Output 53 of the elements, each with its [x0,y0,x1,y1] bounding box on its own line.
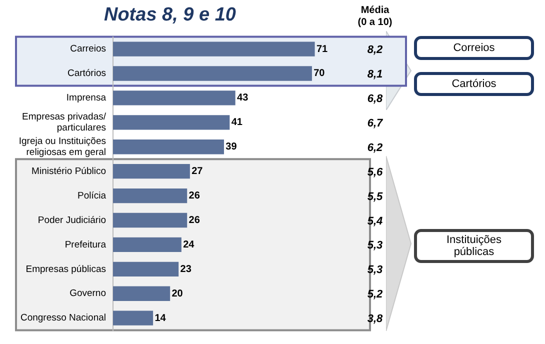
y-tick-label: Polícia [77,190,107,202]
data-label: 26 [188,190,200,202]
text: 6,7 [367,117,384,130]
y-tick-label: Imprensa [66,92,107,104]
data-label: 27 [192,166,204,178]
data-label: 39 [226,142,238,153]
data-label: 70 [314,68,326,80]
data-label: 41 [231,117,243,128]
text: 8,2 [367,44,383,56]
y-tick-label: Governo [70,288,106,300]
data-label: 71 [316,44,328,55]
bar [113,140,224,154]
data-label: 20 [172,288,184,300]
data-label: 43 [237,92,249,104]
y-tick-label: Poder Judiciário [38,214,106,226]
text: Média (0 a 10) [358,4,392,28]
data-label: 23 [180,264,192,275]
text: 5,6 [367,166,384,178]
text: 3,8 [367,313,384,326]
y-tick-label: Cartórios [67,68,106,80]
text: 8,1 [367,68,383,81]
y-tick-label: Igreja ou Instituições religiosas em geral [18,136,106,158]
data-label: 14 [154,312,166,324]
bar [113,66,312,81]
data-label: 24 [183,239,195,250]
bar [113,42,315,56]
bar [113,262,179,276]
chart-title: Notas 8, 9 e 10 [104,4,236,26]
bar [113,90,236,106]
y-tick-label: Empresas públicas [26,264,106,275]
y-tick-label: Prefeitura [64,239,107,250]
text: 5,2 [367,288,383,301]
bar [113,164,190,179]
text: 5,3 [367,240,383,252]
text: 5,5 [367,190,384,203]
text: Correios [414,36,534,60]
text: 5,4 [367,215,383,228]
text: 5,3 [367,264,383,276]
text: 6,8 [367,92,384,105]
bar [113,212,188,228]
bar [113,237,182,252]
bar [113,310,154,326]
y-tick-label: Congresso Nacional [20,312,106,324]
text: Instituições públicas [414,228,534,263]
y-tick-label: Carreios [70,44,106,55]
y-tick-label: Empresas privadas/ particulares [22,111,106,134]
bar [113,286,170,301]
data-label: 26 [188,214,200,226]
text: 6,2 [367,142,383,154]
bar [113,115,230,130]
y-tick-label: Ministério Público [32,166,106,177]
text: Cartórios [414,72,534,96]
bar [113,188,188,204]
